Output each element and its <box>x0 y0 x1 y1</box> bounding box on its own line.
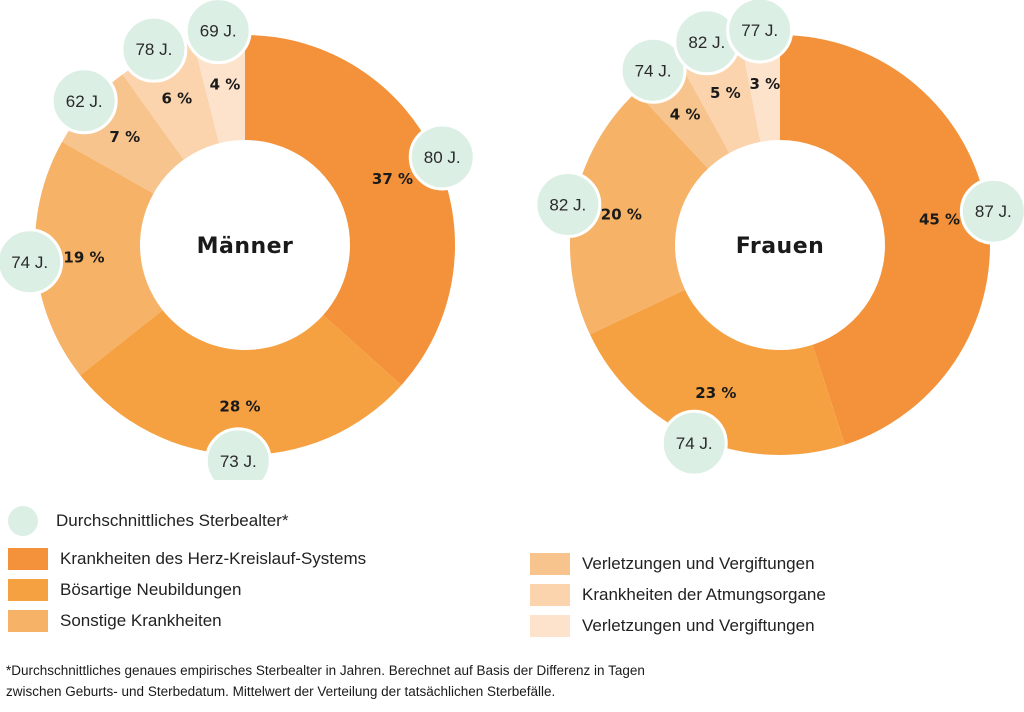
age-label: 69 J. <box>200 22 237 41</box>
donut-slice <box>780 35 991 445</box>
slice-value-label: 4 % <box>670 105 701 123</box>
donut-männer: 37 % 28 % 19 % 7 % 6 % 4 % 80 J. 73 J. 74 J. 62 J… <box>0 0 476 480</box>
age-circle: 69 J. <box>184 0 252 65</box>
age-circle: 74 J. <box>619 36 687 104</box>
slice-value-label: 6 % <box>162 90 193 108</box>
slice-value-label: 19 % <box>63 249 104 267</box>
legend-label: Krankheiten des Herz-Kreislauf-Systems <box>60 549 367 568</box>
legend-item: Sonstige Krankheiten <box>8 610 222 632</box>
slice-value-label: 45 % <box>919 211 960 229</box>
age-circle: 87 J. <box>959 177 1024 245</box>
age-circle: 78 J. <box>120 15 188 83</box>
donut-center-title: Frauen <box>736 234 825 259</box>
donut-slice <box>193 35 245 144</box>
legend-item: Krankheiten der Atmungsorgane <box>530 584 826 606</box>
legend-label: Sonstige Krankheiten <box>60 611 222 630</box>
slice-value-label: 37 % <box>372 170 413 188</box>
age-circle-icon <box>8 506 38 536</box>
legend-label: Bösartige Neubildungen <box>60 580 242 599</box>
age-label: 78 J. <box>135 40 172 59</box>
donut-slice <box>35 141 163 376</box>
slice-value-label: 5 % <box>710 84 741 102</box>
legend-label: Verletzungen und Vergiftungen <box>582 554 815 573</box>
age-label: 82 J. <box>688 33 725 52</box>
slice-value-label: 23 % <box>695 384 736 402</box>
age-circle: 77 J. <box>726 0 794 64</box>
slice-value-label: 4 % <box>210 76 241 94</box>
legend-swatch <box>8 548 48 570</box>
age-label: 62 J. <box>66 92 103 111</box>
footnote-line: *Durchschnittliches genaues empirisches … <box>6 663 645 678</box>
slice-value-label: 7 % <box>109 128 140 146</box>
donut-charts: 37 % 28 % 19 % 7 % 6 % 4 % 80 J. 73 J. 74 J. 62 J… <box>0 0 1024 480</box>
slice-value-label: 28 % <box>219 397 260 415</box>
age-label: 77 J. <box>741 21 778 40</box>
age-label: 82 J. <box>549 196 586 215</box>
age-circle: 74 J. <box>660 409 728 477</box>
footnote-line: zwischen Geburts- und Sterbedatum. Mitte… <box>6 684 556 699</box>
age-circle: 62 J. <box>50 67 118 135</box>
legend-swatch <box>530 584 570 606</box>
donut-center-title: Männer <box>197 234 294 259</box>
legend-item: Bösartige Neubildungen <box>8 579 241 601</box>
legend-label: Durchschnittliches Sterbealter* <box>56 511 289 530</box>
donut-slice <box>80 310 402 455</box>
donut-slice <box>589 289 845 455</box>
age-label: 80 J. <box>424 148 461 167</box>
slice-value-label: 20 % <box>601 206 642 224</box>
age-label: 74 J. <box>635 61 672 80</box>
legend-item: Krankheiten des Herz-Kreislauf-Systems <box>8 548 366 570</box>
legend-swatch <box>8 610 48 632</box>
age-circle: 74 J. <box>0 228 64 296</box>
donut-slice <box>245 35 456 386</box>
donut-frauen: 45 % 23 % 20 % 4 % 5 % 3 % 87 J. 74 J. 82 J. 74 J… <box>534 0 1024 477</box>
age-circle: 73 J. <box>204 427 272 480</box>
age-label: 73 J. <box>220 452 257 471</box>
legend-label: Krankheiten der Atmungsorgane <box>582 585 826 604</box>
legend-item-age: Durchschnittliches Sterbealter* <box>8 506 288 536</box>
age-circle: 82 J. <box>534 171 602 239</box>
donut-slice <box>570 91 709 335</box>
age-label: 74 J. <box>676 434 713 453</box>
legend-item: Verletzungen und Vergiftungen <box>530 615 815 637</box>
legend-item: Verletzungen und Vergiftungen <box>530 553 815 575</box>
footnote: *Durchschnittliches genaues empirisches … <box>6 660 1006 702</box>
age-label: 87 J. <box>975 202 1012 221</box>
legend-swatch <box>530 615 570 637</box>
legend-swatch <box>8 579 48 601</box>
age-label: 74 J. <box>11 253 48 272</box>
slice-value-label: 3 % <box>749 75 780 93</box>
legend-label: Verletzungen und Vergiftungen <box>582 616 815 635</box>
legend-swatch <box>530 553 570 575</box>
age-circle: 80 J. <box>408 123 476 191</box>
